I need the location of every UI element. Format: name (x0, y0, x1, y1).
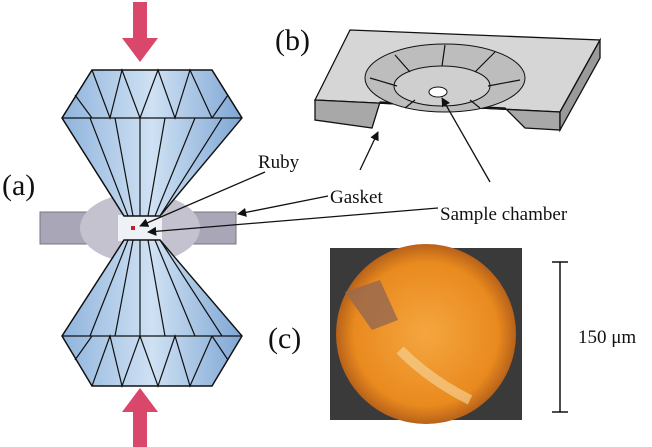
gasket-3d (313, 29, 602, 133)
gasket-label: Gasket (330, 187, 383, 208)
ruby-label: Ruby (258, 152, 300, 173)
upper-diamond (61, 67, 243, 217)
sample-photo (330, 244, 522, 424)
scale-bar (552, 261, 568, 413)
scale-label: 150 μm (578, 327, 636, 348)
lower-diamond (61, 239, 243, 389)
pointers (139, 97, 491, 236)
force-arrows (122, 2, 158, 447)
panel-label: (a) (2, 169, 35, 202)
sample-chamber-label: Sample chamber (440, 204, 568, 225)
panel-label: (b) (275, 24, 310, 57)
panel-label: (c) (268, 322, 301, 355)
